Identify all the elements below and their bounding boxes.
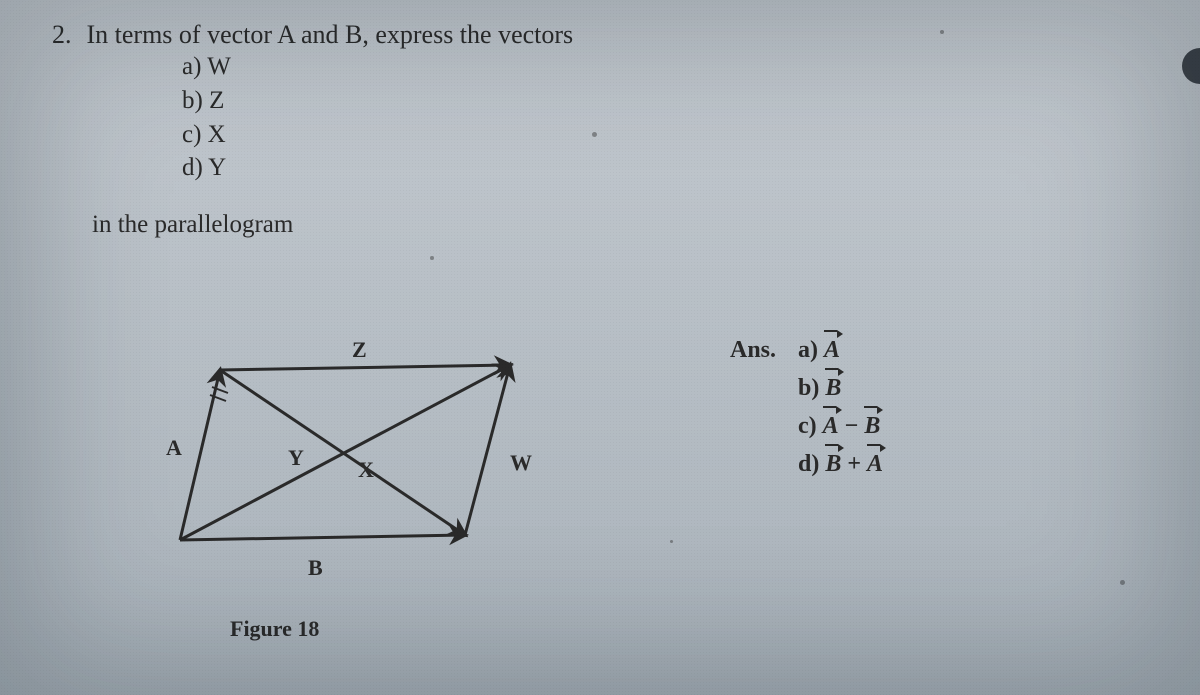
answer-key: c) (798, 413, 817, 439)
answer-key: d) (798, 451, 819, 477)
figure-svg: A B Z W X Y (140, 300, 580, 630)
label-Z: Z (352, 337, 367, 362)
answer-b: b) B (730, 368, 883, 406)
op-minus: − (839, 413, 865, 439)
op-plus: + (841, 451, 867, 477)
question-text: In terms of vector A and B, express the … (87, 20, 574, 49)
vec-A: A (823, 406, 839, 444)
vec-B: B (825, 444, 841, 482)
diag-X (220, 370, 465, 535)
figure-caption: Figure 18 (230, 616, 319, 642)
print-speck (1120, 580, 1125, 585)
side-B (180, 535, 465, 540)
question-options: a) W b) Z c) X d) Y (182, 50, 1160, 185)
side-W (465, 365, 510, 535)
answer-d: d) B + A (730, 444, 883, 482)
question-block: 2. In terms of vector A and B, express t… (52, 20, 1160, 239)
label-W: W (510, 450, 532, 475)
question-context: in the parallelogram (92, 211, 1160, 239)
answer-key: b) (798, 375, 819, 401)
question-stem: 2. In terms of vector A and B, express t… (52, 20, 1160, 50)
vec-A: A (824, 330, 840, 368)
option-c: c) X (182, 118, 1160, 152)
answer-c: c) A − B (730, 406, 883, 444)
question-number: 2. (52, 20, 80, 50)
label-A: A (166, 435, 182, 460)
option-a: a) W (182, 50, 1160, 84)
parallelogram-figure: A B Z W X Y (140, 300, 580, 630)
vec-B: B (864, 406, 880, 444)
option-d: d) Y (182, 151, 1160, 185)
label-B: B (308, 555, 323, 580)
answers-block: Ans. a) A b) B c) A − B d) B + A (730, 330, 883, 482)
side-Z (220, 365, 510, 370)
vec-A: A (867, 444, 883, 482)
label-Y: Y (288, 445, 304, 470)
answer-a: Ans. a) A (730, 330, 883, 368)
print-speck (670, 540, 673, 543)
option-b: b) Z (182, 84, 1160, 118)
answer-key: a) (798, 337, 818, 363)
print-speck (430, 256, 434, 260)
vec-B: B (825, 368, 841, 406)
answers-lead: Ans. (730, 332, 792, 368)
label-X: X (358, 457, 374, 482)
